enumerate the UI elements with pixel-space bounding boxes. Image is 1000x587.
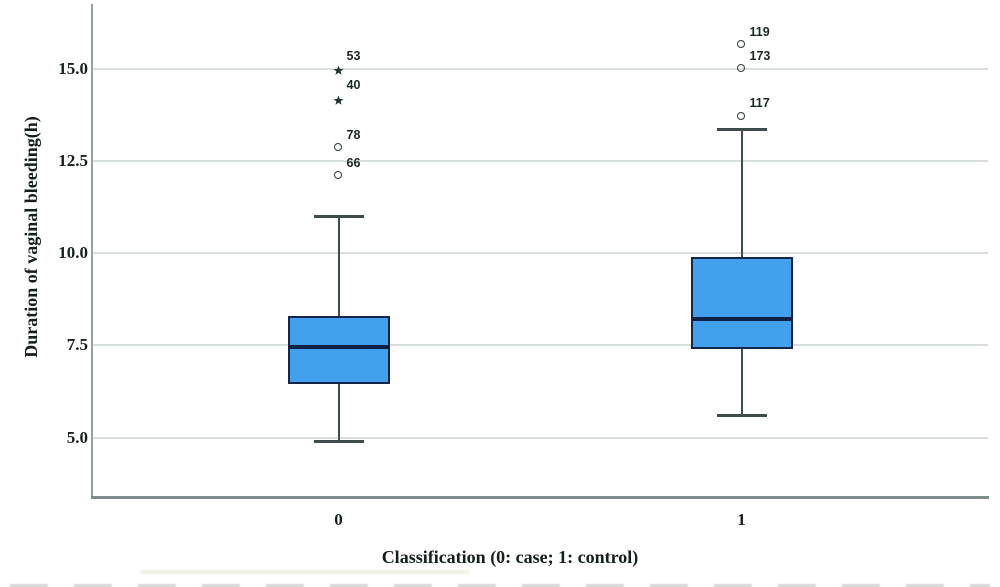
outlier-marker-53 (333, 63, 344, 75)
median-line-0 (287, 345, 390, 350)
outlier-label-78: 78 (346, 127, 361, 142)
outlier-label-53: 53 (346, 48, 361, 63)
outlier-marker-66 (333, 170, 342, 179)
x-axis-line (91, 496, 989, 499)
boxplot-box-0 (287, 315, 390, 384)
outlier-marker-119 (736, 39, 745, 48)
boxplot-box-1 (690, 256, 793, 349)
outlier-label-117: 117 (749, 96, 770, 111)
upper-whisker-1 (740, 129, 743, 257)
y-axis-line (91, 4, 93, 497)
outlier-label-119: 119 (749, 24, 770, 39)
outlier-marker-40 (333, 93, 344, 105)
outlier-label-66: 66 (346, 155, 361, 170)
outlier-marker-173 (736, 63, 745, 72)
median-line-1 (690, 317, 793, 322)
scan-artifact (140, 570, 470, 574)
lower-whisker-1 (740, 348, 743, 416)
gridline-7.5 (92, 344, 988, 347)
gridline-5.0 (92, 436, 988, 439)
lower-whisker-0 (337, 383, 340, 442)
x-tick-label-1: 1 (737, 510, 746, 529)
outlier-label-40: 40 (346, 78, 361, 93)
outlier-marker-78 (333, 143, 342, 152)
upper-whisker-cap-0 (313, 215, 364, 218)
y-tick-label-10.0: 10.0 (58, 243, 88, 262)
scan-artifact (10, 584, 990, 587)
outlier-label-173: 173 (749, 48, 771, 63)
gridline-12.5 (92, 159, 988, 162)
y-tick-label-12.5: 12.5 (58, 150, 88, 170)
upper-whisker-0 (337, 216, 340, 316)
upper-whisker-cap-1 (716, 128, 767, 131)
y-tick-label-7.5: 7.5 (66, 335, 88, 355)
y-tick-label-5.0: 5.0 (66, 427, 88, 447)
gridline-15.0 (92, 67, 988, 70)
lower-whisker-cap-1 (716, 414, 767, 417)
gridline-10.0 (92, 252, 988, 254)
y-axis-title: Duration of vaginal bleeding(h) (21, 116, 41, 358)
outlier-marker-117 (736, 111, 745, 120)
x-tick-label-0: 0 (334, 510, 343, 529)
x-axis-title: Classification (0: case; 1: control) (381, 547, 639, 567)
lower-whisker-cap-0 (313, 440, 364, 443)
y-tick-label-15.0: 15.0 (58, 58, 88, 78)
